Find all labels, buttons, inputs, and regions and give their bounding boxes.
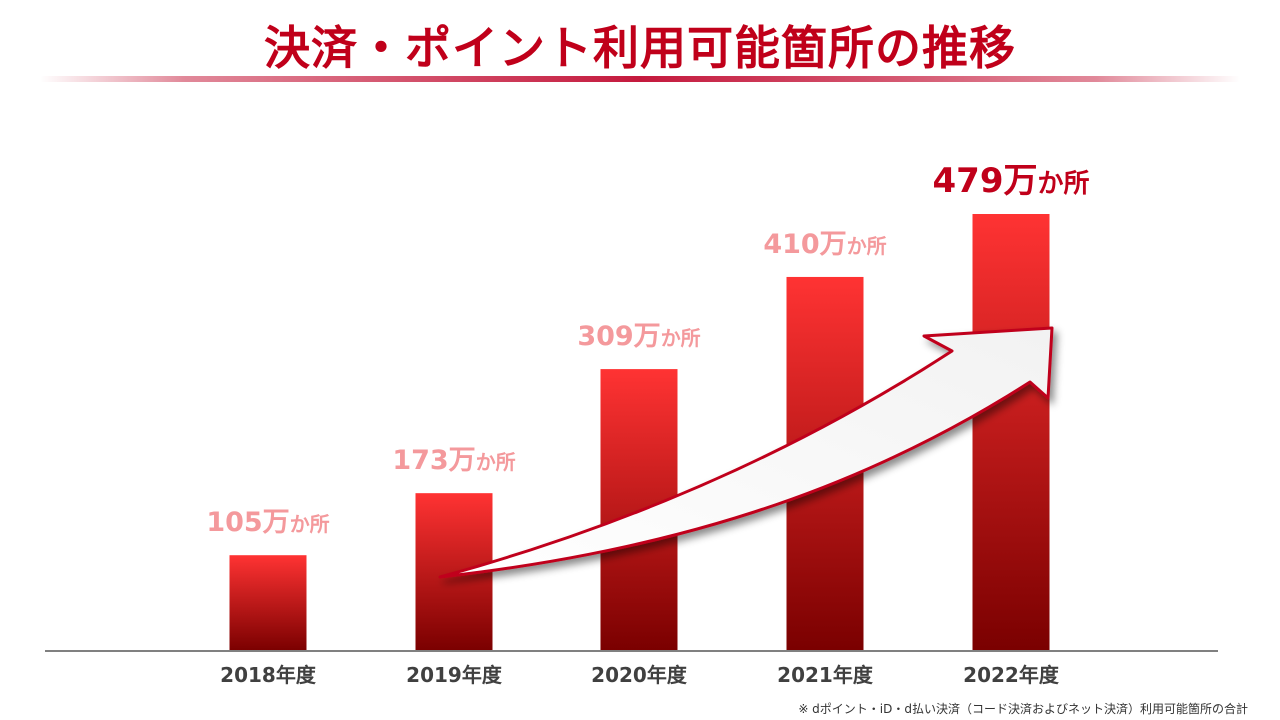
bar-5 — [972, 214, 1050, 651]
value-label-5: 479万か所 — [933, 161, 1090, 201]
value-label-2: 173万か所 — [392, 445, 515, 476]
chart-title: 決済・ポイント利用可能箇所の推移 — [264, 21, 1016, 75]
footnote: ※ dポイント・iD・d払い決済（コード決済およびネット決済）利用可能箇所の合計 — [798, 702, 1248, 716]
title-underline — [40, 76, 1240, 82]
category-label-2: 2019年度 — [406, 663, 503, 687]
value-label-3: 309万か所 — [577, 321, 700, 352]
value-label-4: 410万か所 — [763, 229, 886, 260]
growth-arrow — [438, 326, 1054, 579]
value-label-1: 105万か所 — [206, 507, 329, 538]
category-label-5: 2022年度 — [963, 663, 1060, 687]
category-label-1: 2018年度 — [220, 663, 317, 687]
category-label-4: 2021年度 — [777, 663, 874, 687]
bar-1 — [229, 555, 307, 651]
category-label-3: 2020年度 — [591, 663, 688, 687]
